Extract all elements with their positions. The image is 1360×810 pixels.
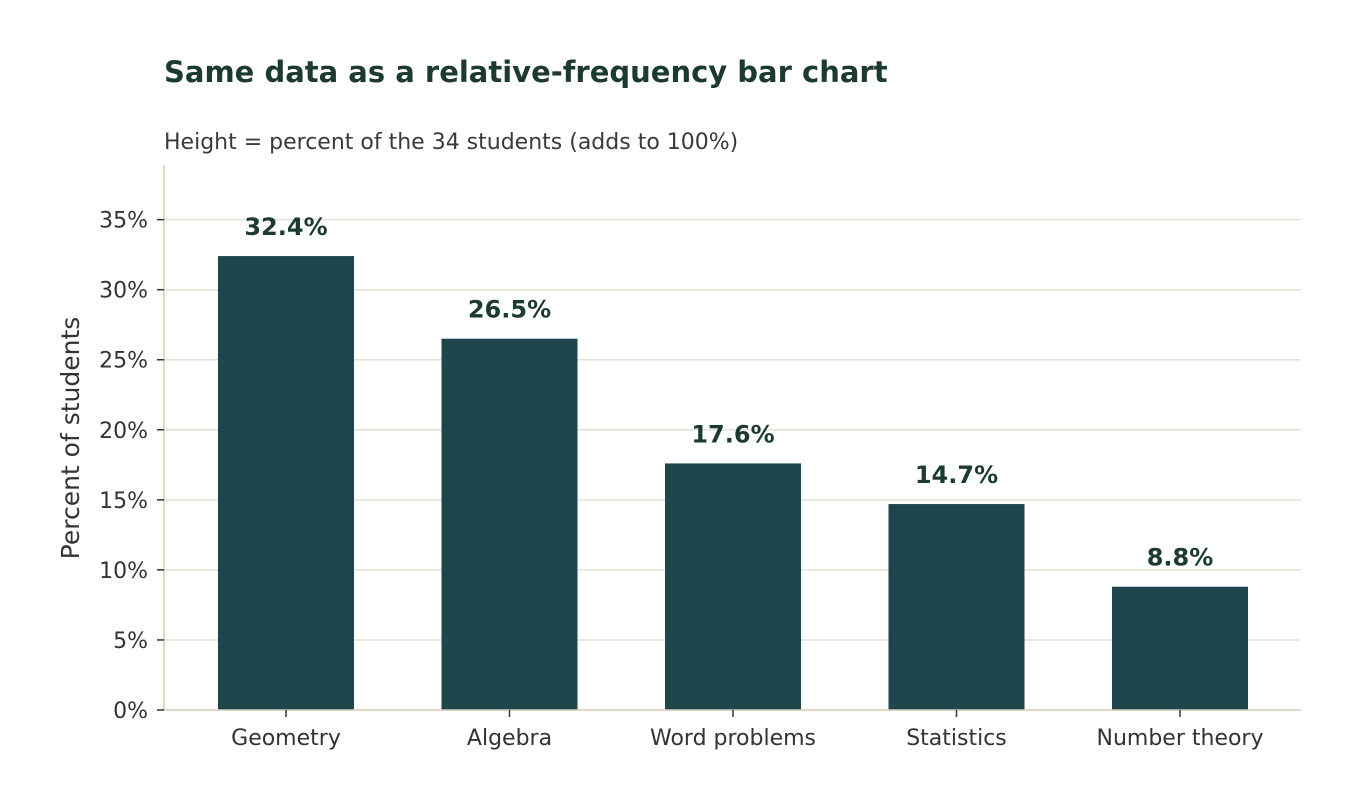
y-tick-label: 25% <box>99 349 148 374</box>
data-label: 32.4% <box>244 213 327 241</box>
bars <box>218 256 1248 710</box>
bar <box>1112 586 1248 710</box>
bar <box>888 504 1025 710</box>
x-tick-label: Statistics <box>906 726 1007 751</box>
bar <box>218 256 354 710</box>
bar <box>441 338 578 710</box>
chart-title: Same data as a relative-frequency bar ch… <box>164 55 888 89</box>
y-tick-label: 20% <box>99 419 148 444</box>
y-tick-label: 35% <box>99 209 148 234</box>
y-tick-label: 15% <box>99 489 148 514</box>
y-tick-label: 5% <box>113 629 148 654</box>
x-tick-label: Word problems <box>650 726 816 751</box>
data-labels: 32.4% 26.5% 17.6% 14.7% 8.8% <box>244 213 1213 572</box>
x-tick-label: Algebra <box>467 726 552 751</box>
data-label: 26.5% <box>468 296 551 324</box>
bar <box>665 463 801 710</box>
chart-subtitle: Height = percent of the 34 students (add… <box>164 130 738 155</box>
y-ticks: 0% 5% 10% 15% 20% 25% 30% 35% <box>99 209 164 724</box>
data-label: 14.7% <box>915 461 998 489</box>
data-label: 17.6% <box>691 420 774 448</box>
y-tick-label: 30% <box>99 279 148 304</box>
x-tick-label: Geometry <box>231 726 341 751</box>
y-axis-label: Percent of students <box>56 317 85 560</box>
x-tick-label: Number theory <box>1097 726 1264 751</box>
y-tick-label: 0% <box>113 699 148 724</box>
y-tick-label: 10% <box>99 559 148 584</box>
data-label: 8.8% <box>1147 544 1214 572</box>
x-ticks: Geometry Algebra Word problems Statistics Nu… <box>231 710 1264 751</box>
